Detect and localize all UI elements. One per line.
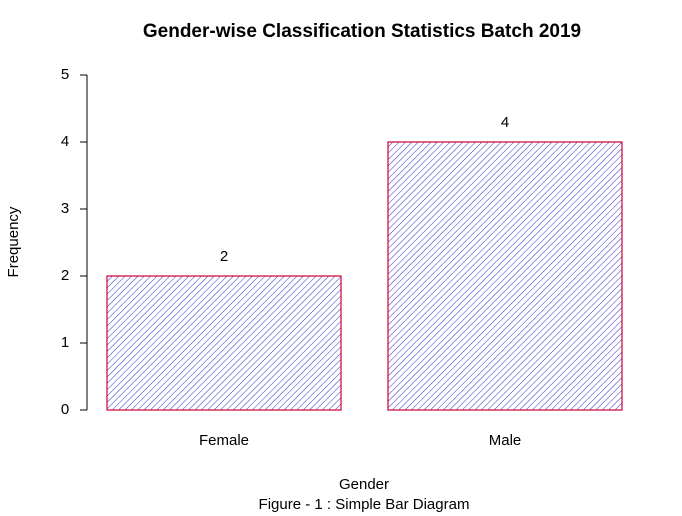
y-tick-label: 0 bbox=[61, 401, 69, 418]
data-label: 2 bbox=[220, 248, 228, 265]
x-axis-label: Gender bbox=[339, 476, 389, 493]
y-tick-label: 4 bbox=[61, 133, 69, 150]
data-label: 4 bbox=[501, 114, 509, 131]
x-tick-label: Female bbox=[199, 432, 249, 449]
subtitle: Figure - 1 : Simple Bar Diagram bbox=[259, 496, 470, 513]
y-tick-label: 5 bbox=[61, 66, 69, 83]
y-tick-label: 1 bbox=[61, 334, 69, 351]
bar bbox=[387, 141, 623, 411]
x-tick-label: Male bbox=[489, 432, 522, 449]
chart-title: Gender-wise Classification Statistics Ba… bbox=[143, 21, 581, 42]
y-axis-label: Frequency bbox=[5, 206, 22, 277]
y-tick-label: 3 bbox=[61, 200, 69, 217]
y-tick-label: 2 bbox=[61, 267, 69, 284]
bar bbox=[106, 275, 342, 411]
